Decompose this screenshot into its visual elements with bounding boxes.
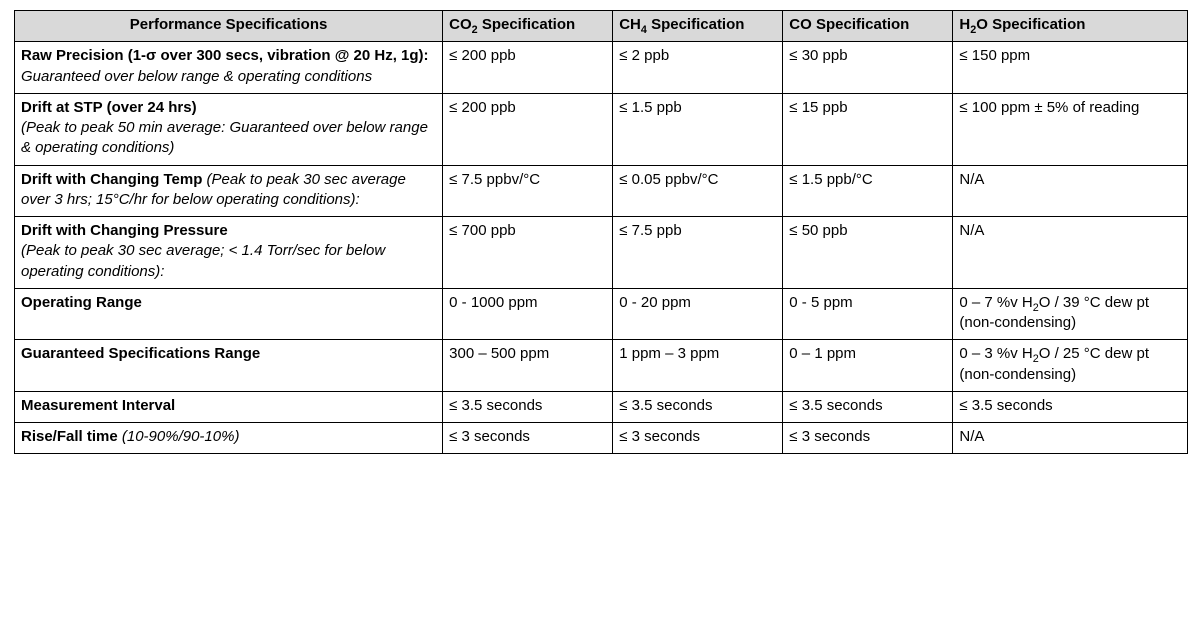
table-row: Raw Precision (1-σ over 300 secs, vibrat… [15, 42, 1188, 94]
cell-co2: ≤ 200 ppb [443, 93, 613, 165]
col-header-ch4-post: Specification [647, 16, 745, 33]
cell-h2o: 0 – 3 %v H2O / 25 °C dew pt (non-condens… [953, 340, 1188, 392]
cell-h2o: N/A [953, 165, 1188, 217]
col-header-h2o-post: O Specification [976, 16, 1085, 33]
row-title: Operating Range [21, 294, 142, 311]
cell-h2o: ≤ 150 ppm [953, 42, 1188, 94]
cell-co: ≤ 3 seconds [783, 423, 953, 454]
cell-co2: ≤ 700 ppb [443, 217, 613, 289]
cell-ch4: ≤ 0.05 ppbv/°C [613, 165, 783, 217]
cell-ch4: ≤ 1.5 ppb [613, 93, 783, 165]
cell-ch4: 1 ppm – 3 ppm [613, 340, 783, 392]
row-note: (Peak to peak 30 sec average; < 1.4 Torr… [21, 242, 385, 279]
cell-co2: ≤ 3.5 seconds [443, 391, 613, 422]
row-label-cell: Operating Range [15, 288, 443, 340]
cell-h2o: ≤ 3.5 seconds [953, 391, 1188, 422]
row-title: Measurement Interval [21, 397, 175, 414]
col-header-ch4-pre: CH [619, 16, 641, 33]
col-header-co-post: Specification [812, 16, 910, 33]
table-row: Drift with Changing Pressure (Peak to pea… [15, 217, 1188, 289]
row-title: Drift with Changing Pressure [21, 222, 228, 239]
table-row: Drift at STP (over 24 hrs) (Peak to peak … [15, 93, 1188, 165]
cell-co: ≤ 50 ppb [783, 217, 953, 289]
cell-ch4: 0 - 20 ppm [613, 288, 783, 340]
col-header-performance-text: Performance Specifications [130, 16, 328, 33]
cell-co2: 300 – 500 ppm [443, 340, 613, 392]
cell-h2o: 0 – 7 %v H2O / 39 °C dew pt (non-condens… [953, 288, 1188, 340]
table-header: Performance Specifications CO2 Specifica… [15, 11, 1188, 42]
row-label-cell: Drift with Changing Temp (Peak to peak 3… [15, 165, 443, 217]
cell-co2: ≤ 3 seconds [443, 423, 613, 454]
col-header-co2-pre: CO [449, 16, 472, 33]
row-label-cell: Guaranteed Specifications Range [15, 340, 443, 392]
cell-co: 0 - 5 ppm [783, 288, 953, 340]
table-row: Guaranteed Specifications Range 300 – 500… [15, 340, 1188, 392]
cell-co: ≤ 1.5 ppb/°C [783, 165, 953, 217]
cell-co: ≤ 30 ppb [783, 42, 953, 94]
col-header-co: CO Specification [783, 11, 953, 42]
cell-co2: 0 - 1000 ppm [443, 288, 613, 340]
table-header-row: Performance Specifications CO2 Specifica… [15, 11, 1188, 42]
row-title: Guaranteed Specifications Range [21, 345, 260, 362]
cell-co: 0 – 1 ppm [783, 340, 953, 392]
cell-ch4: ≤ 7.5 ppb [613, 217, 783, 289]
table-row: Operating Range 0 - 1000 ppm0 - 20 ppm0 -… [15, 288, 1188, 340]
cell-co2: ≤ 7.5 ppbv/°C [443, 165, 613, 217]
col-header-performance: Performance Specifications [15, 11, 443, 42]
spec-table-container: Performance Specifications CO2 Specifica… [0, 0, 1202, 464]
row-title: Rise/Fall time [21, 428, 122, 445]
cell-h2o: N/A [953, 217, 1188, 289]
table-row: Drift with Changing Temp (Peak to peak 3… [15, 165, 1188, 217]
col-header-h2o-pre: H [959, 16, 970, 33]
row-title: Raw Precision (1-σ over 300 secs, vibrat… [21, 47, 429, 64]
cell-co: ≤ 3.5 seconds [783, 391, 953, 422]
row-note: (Peak to peak 50 min average: Guaranteed… [21, 119, 428, 156]
col-header-co2: CO2 Specification [443, 11, 613, 42]
col-header-h2o: H2O Specification [953, 11, 1188, 42]
cell-co2: ≤ 200 ppb [443, 42, 613, 94]
cell-h2o-pre: 0 – 7 %v H [959, 294, 1032, 311]
row-label-cell: Drift with Changing Pressure (Peak to pea… [15, 217, 443, 289]
row-label-cell: Rise/Fall time (10-90%/90-10%) [15, 423, 443, 454]
cell-h2o-pre: 0 – 3 %v H [959, 345, 1032, 362]
row-label-cell: Measurement Interval [15, 391, 443, 422]
row-label-cell: Raw Precision (1-σ over 300 secs, vibrat… [15, 42, 443, 94]
row-title: Drift with Changing Temp [21, 171, 207, 188]
row-title: Drift at STP (over 24 hrs) [21, 99, 197, 116]
cell-ch4: ≤ 3.5 seconds [613, 391, 783, 422]
row-note: Guaranteed over below range & operating … [21, 68, 372, 85]
cell-ch4: ≤ 2 ppb [613, 42, 783, 94]
col-header-co-pre: CO [789, 16, 812, 33]
col-header-ch4: CH4 Specification [613, 11, 783, 42]
table-body: Raw Precision (1-σ over 300 secs, vibrat… [15, 42, 1188, 454]
performance-spec-table: Performance Specifications CO2 Specifica… [14, 10, 1188, 454]
row-note: (10-90%/90-10%) [122, 428, 240, 445]
table-row: Measurement Interval≤ 3.5 seconds≤ 3.5 s… [15, 391, 1188, 422]
cell-h2o: N/A [953, 423, 1188, 454]
cell-co: ≤ 15 ppb [783, 93, 953, 165]
cell-ch4: ≤ 3 seconds [613, 423, 783, 454]
col-header-co2-post: Specification [478, 16, 576, 33]
cell-h2o: ≤ 100 ppm ± 5% of reading [953, 93, 1188, 165]
table-row: Rise/Fall time (10-90%/90-10%)≤ 3 second… [15, 423, 1188, 454]
row-label-cell: Drift at STP (over 24 hrs) (Peak to peak … [15, 93, 443, 165]
